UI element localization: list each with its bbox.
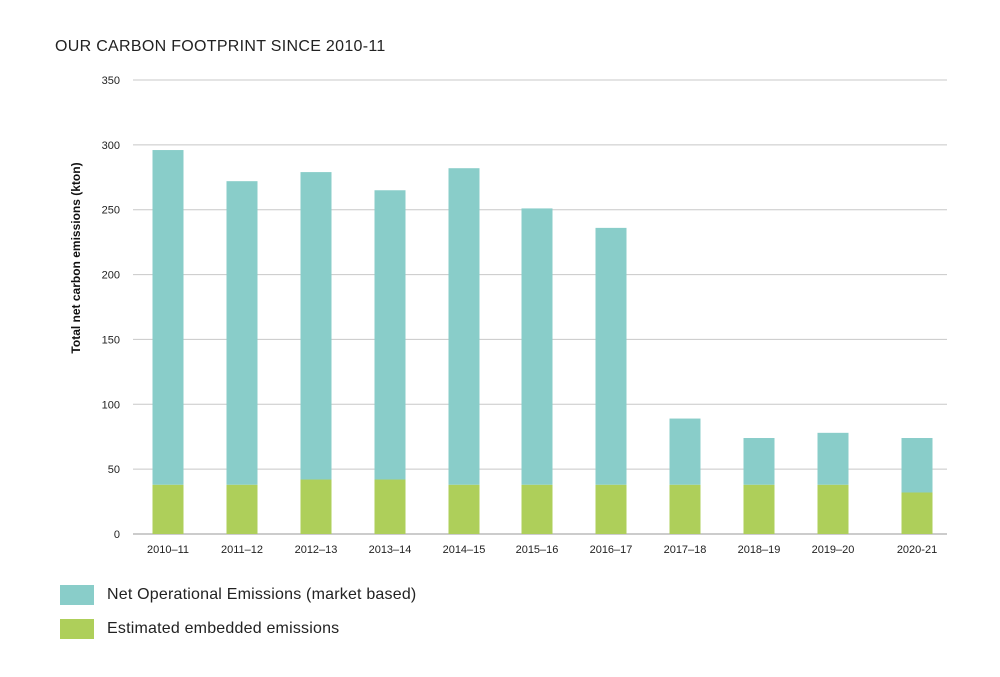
- bar-operational-7: [669, 418, 701, 485]
- y-tick-label: 50: [108, 464, 120, 476]
- legend: Net Operational Emissions (market based)…: [60, 583, 416, 651]
- x-axis-ticks: 2010–11 2011–12 2012–13 2013–14 2014–15 2015–…: [147, 544, 937, 556]
- legend-swatch-embedded: [60, 619, 94, 639]
- bar-embedded-9: [817, 484, 849, 534]
- y-axis-label: Total net carbon emissions (kton): [69, 162, 83, 353]
- y-tick-label: 250: [102, 205, 120, 217]
- bar-embedded-3: [374, 479, 406, 534]
- bars: [152, 150, 933, 534]
- bar-operational-10: [901, 438, 933, 493]
- legend-item-operational: Net Operational Emissions (market based): [60, 583, 416, 607]
- bar-operational-9: [817, 432, 849, 485]
- x-tick-label: 2011–12: [221, 544, 263, 556]
- y-tick-label: 0: [114, 529, 120, 541]
- y-tick-label: 300: [102, 140, 120, 152]
- legend-label-operational: Net Operational Emissions (market based): [107, 586, 417, 603]
- legend-swatch-operational: [60, 585, 94, 605]
- x-tick-label: 2019–20: [812, 544, 855, 556]
- bar-embedded-1: [226, 484, 258, 534]
- legend-label-embedded: Estimated embedded emissions: [107, 620, 340, 637]
- bar-embedded-0: [152, 484, 184, 534]
- bar-embedded-6: [595, 484, 627, 534]
- y-tick-label: 200: [102, 270, 120, 282]
- bar-embedded-10: [901, 492, 933, 534]
- x-tick-label: 2013–14: [369, 544, 412, 556]
- y-axis-ticks: 0 50 100 150 200 250 300 350: [102, 75, 120, 541]
- bar-operational-3: [374, 190, 406, 480]
- x-tick-label: 2012–13: [295, 544, 338, 556]
- x-tick-label: 2016–17: [590, 544, 633, 556]
- y-tick-label: 150: [102, 334, 120, 346]
- x-tick-label: 2020-21: [897, 544, 937, 556]
- x-tick-label: 2014–15: [443, 544, 486, 556]
- bar-embedded-7: [669, 484, 701, 534]
- bar-embedded-5: [521, 484, 553, 534]
- x-tick-label: 2017–18: [664, 544, 707, 556]
- bar-operational-2: [300, 172, 332, 480]
- bar-operational-4: [448, 168, 480, 485]
- x-tick-label: 2010–11: [147, 544, 189, 556]
- chart-title: OUR CARBON FOOTPRINT SINCE 2010-11: [55, 38, 386, 55]
- bar-operational-5: [521, 208, 553, 485]
- x-tick-label: 2015–16: [516, 544, 559, 556]
- bar-embedded-2: [300, 479, 332, 534]
- bar-operational-0: [152, 150, 184, 485]
- bar-operational-8: [743, 438, 775, 485]
- y-tick-label: 350: [102, 75, 120, 87]
- bar-embedded-4: [448, 484, 480, 534]
- legend-item-embedded: Estimated embedded emissions: [60, 617, 416, 641]
- y-tick-label: 100: [102, 399, 120, 411]
- x-tick-label: 2018–19: [738, 544, 781, 556]
- bar-embedded-8: [743, 484, 775, 534]
- bar-operational-1: [226, 181, 258, 485]
- bar-operational-6: [595, 227, 627, 485]
